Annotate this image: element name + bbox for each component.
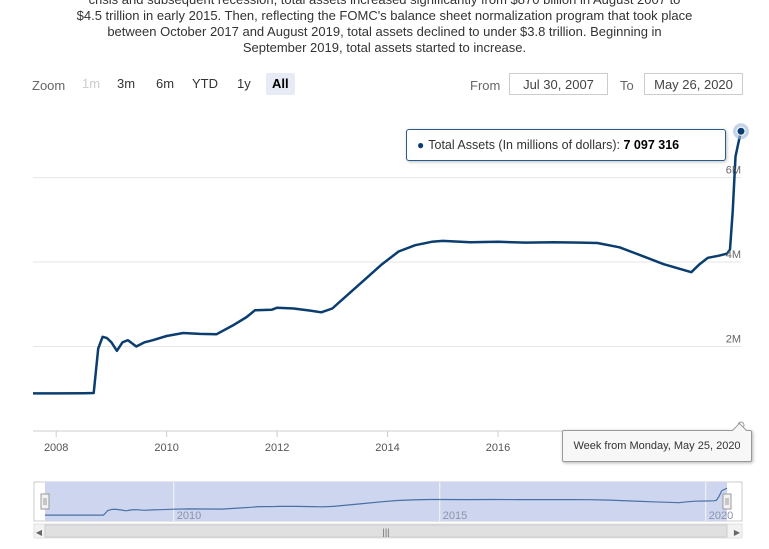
to-label: To	[620, 78, 634, 93]
navigator-tick-label: 2010	[177, 510, 201, 522]
navigator-series	[45, 487, 728, 516]
description-line: crisis and subsequent recession, total a…	[20, 0, 749, 8]
x-tick-label: 2014	[375, 442, 399, 454]
description-line: September 2019, total assets started to …	[242, 40, 527, 55]
navigator-right-handle[interactable]	[722, 493, 732, 510]
hover-point	[736, 126, 746, 136]
to-date-input[interactable]: May 26, 2020	[644, 73, 743, 95]
grid-layer	[33, 177, 741, 432]
y-tick-label: 2M	[726, 334, 741, 346]
x-crosshair-label: Week from Monday, May 25, 2020	[562, 430, 752, 462]
series-layer	[33, 130, 743, 395]
x-tick-label: 2010	[154, 442, 178, 454]
navigator-left-handle[interactable]	[40, 493, 50, 510]
y-axis: 2M 4M 6M	[726, 165, 741, 346]
chart-description: crisis and subsequent recession, total a…	[20, 0, 749, 56]
zoom-3m-button[interactable]: 3m	[117, 76, 136, 91]
navigator-scrollbar[interactable]: ||| ◀ ▶	[33, 523, 743, 539]
navigator-tick-label: 2015	[443, 510, 467, 522]
tooltip-value: 7 097 316	[623, 138, 680, 152]
range-selector-toolbar: Zoom 1m 3m 6m YTD 1y All From Jul 30, 20…	[0, 72, 769, 98]
y-tick-label: 4M	[726, 249, 741, 261]
left-handle-grip[interactable]	[40, 493, 50, 510]
scroll-left-arrow-icon[interactable]: ◀	[36, 528, 43, 537]
navigator[interactable]: 2010 2015 2020 ||| ◀ ▶	[0, 478, 769, 544]
zoom-ytd-button[interactable]: YTD	[192, 76, 218, 91]
scrollbar-thumb[interactable]	[44, 524, 728, 538]
y-tick-label: 6M	[726, 165, 741, 177]
zoom-label: Zoom	[32, 78, 66, 93]
right-handle-grip[interactable]	[722, 493, 732, 510]
scrollbar-grip-icon: |||	[382, 527, 389, 537]
tooltip-series-label: Total Assets (In millions of dollars):	[428, 138, 620, 152]
zoom-6m-button[interactable]: 6m	[156, 76, 175, 91]
x-tick-label: 2012	[265, 442, 289, 454]
series-line-total-assets	[33, 130, 743, 395]
x-tick-label: 2016	[486, 442, 510, 454]
description-line: between October 2017 and August 2019, to…	[107, 24, 662, 39]
zoom-1y-button[interactable]: 1y	[237, 76, 251, 91]
navigator-x-axis: 2010 2015 2020	[177, 510, 733, 522]
series-dot-icon: ●	[417, 138, 425, 152]
navigator-series-line	[45, 487, 728, 516]
zoom-all-button[interactable]: All	[266, 73, 295, 95]
description-line: $4.5 trillion in early 2015. Then, refle…	[76, 8, 693, 23]
from-label: From	[470, 78, 501, 93]
scroll-right-arrow-icon[interactable]: ▶	[734, 528, 741, 537]
from-date-input[interactable]: Jul 30, 2007	[509, 73, 608, 95]
series-tooltip: ● Total Assets (In millions of dollars): …	[406, 129, 726, 161]
zoom-1m-button[interactable]: 1m	[82, 76, 101, 91]
navigator-tick-label: 2020	[709, 510, 733, 522]
x-tick-label: 2008	[44, 442, 68, 454]
